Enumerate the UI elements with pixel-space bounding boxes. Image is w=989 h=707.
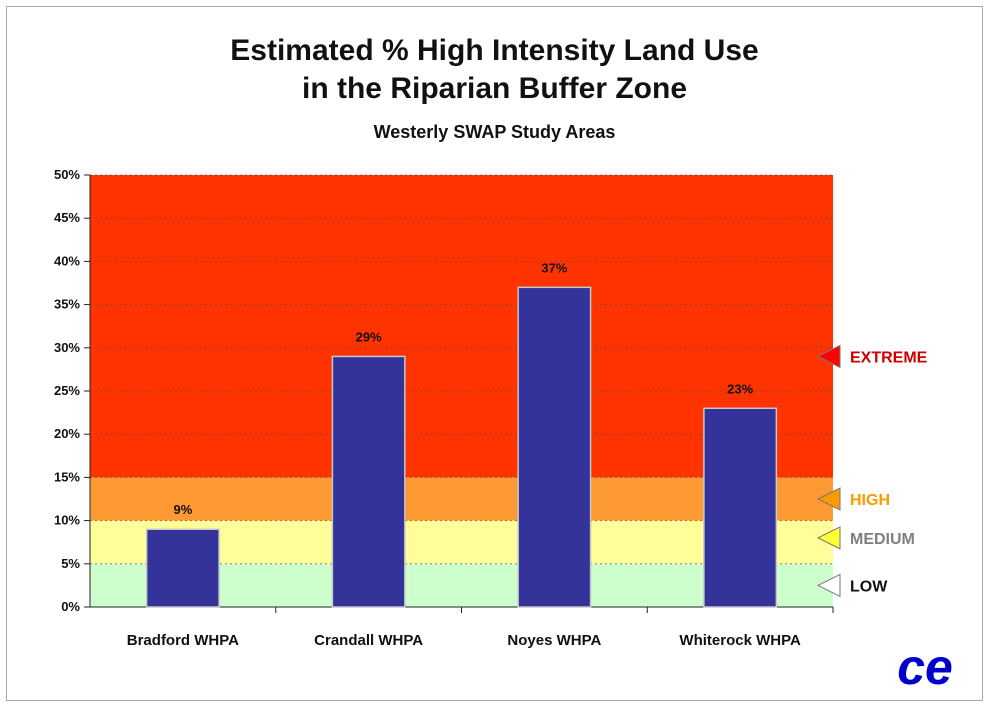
axes: 0% 5% 10% 15% 20% 25% 30% 35% 40% 45% 50% Bradford … xyxy=(54,167,834,649)
data-label: 9% xyxy=(173,502,192,517)
bar xyxy=(145,528,220,608)
y-tick-label: 30% xyxy=(54,340,80,355)
y-tick-label: 45% xyxy=(54,210,80,225)
zone-arrow-low xyxy=(816,573,841,598)
y-tick-label: 0% xyxy=(61,599,80,614)
x-tick-label: Crandall WHPA xyxy=(314,632,423,649)
bar xyxy=(331,355,406,608)
bar xyxy=(517,286,592,608)
zone-labels: LOW MEDIUM HIGH EXTREME xyxy=(816,344,928,598)
ce-logo: ce xyxy=(897,639,953,695)
chart-title-line1: Estimated % High Intensity Land Use xyxy=(230,34,759,67)
y-tick-label: 25% xyxy=(54,383,80,398)
y-tick-label: 5% xyxy=(61,556,80,571)
x-tick-label: Bradford WHPA xyxy=(127,632,239,649)
zone-label-low: LOW xyxy=(850,578,888,595)
zone-arrow-extreme xyxy=(816,344,841,369)
zone-label-high: HIGH xyxy=(850,492,890,509)
gridlines xyxy=(90,174,833,565)
chart-title-line2: in the Riparian Buffer Zone xyxy=(301,72,688,105)
chart-subtitle: Westerly SWAP Study Areas xyxy=(373,122,616,142)
bars: 9% 29% 37% 23% xyxy=(145,260,778,608)
zone-label-medium: MEDIUM xyxy=(850,531,915,548)
y-tick-label: 20% xyxy=(54,426,80,441)
zone-arrow-high xyxy=(816,487,841,511)
data-label: 37% xyxy=(541,260,567,275)
ce-logo-text: ce xyxy=(897,639,953,695)
x-tick-label: Whiterock WHPA xyxy=(679,632,801,649)
bar xyxy=(703,407,778,608)
y-tick-label: 10% xyxy=(54,513,80,528)
y-tick-label: 35% xyxy=(54,297,80,312)
zone-arrow-medium xyxy=(816,526,841,550)
x-tick-label: Noyes WHPA xyxy=(507,632,601,649)
zone-label-extreme: EXTREME xyxy=(850,349,928,366)
y-tick-label: 50% xyxy=(54,167,80,182)
data-label: 23% xyxy=(727,381,753,396)
y-tick-label: 15% xyxy=(54,469,80,484)
y-tick-label: 40% xyxy=(54,253,80,268)
data-label: 29% xyxy=(356,329,382,344)
